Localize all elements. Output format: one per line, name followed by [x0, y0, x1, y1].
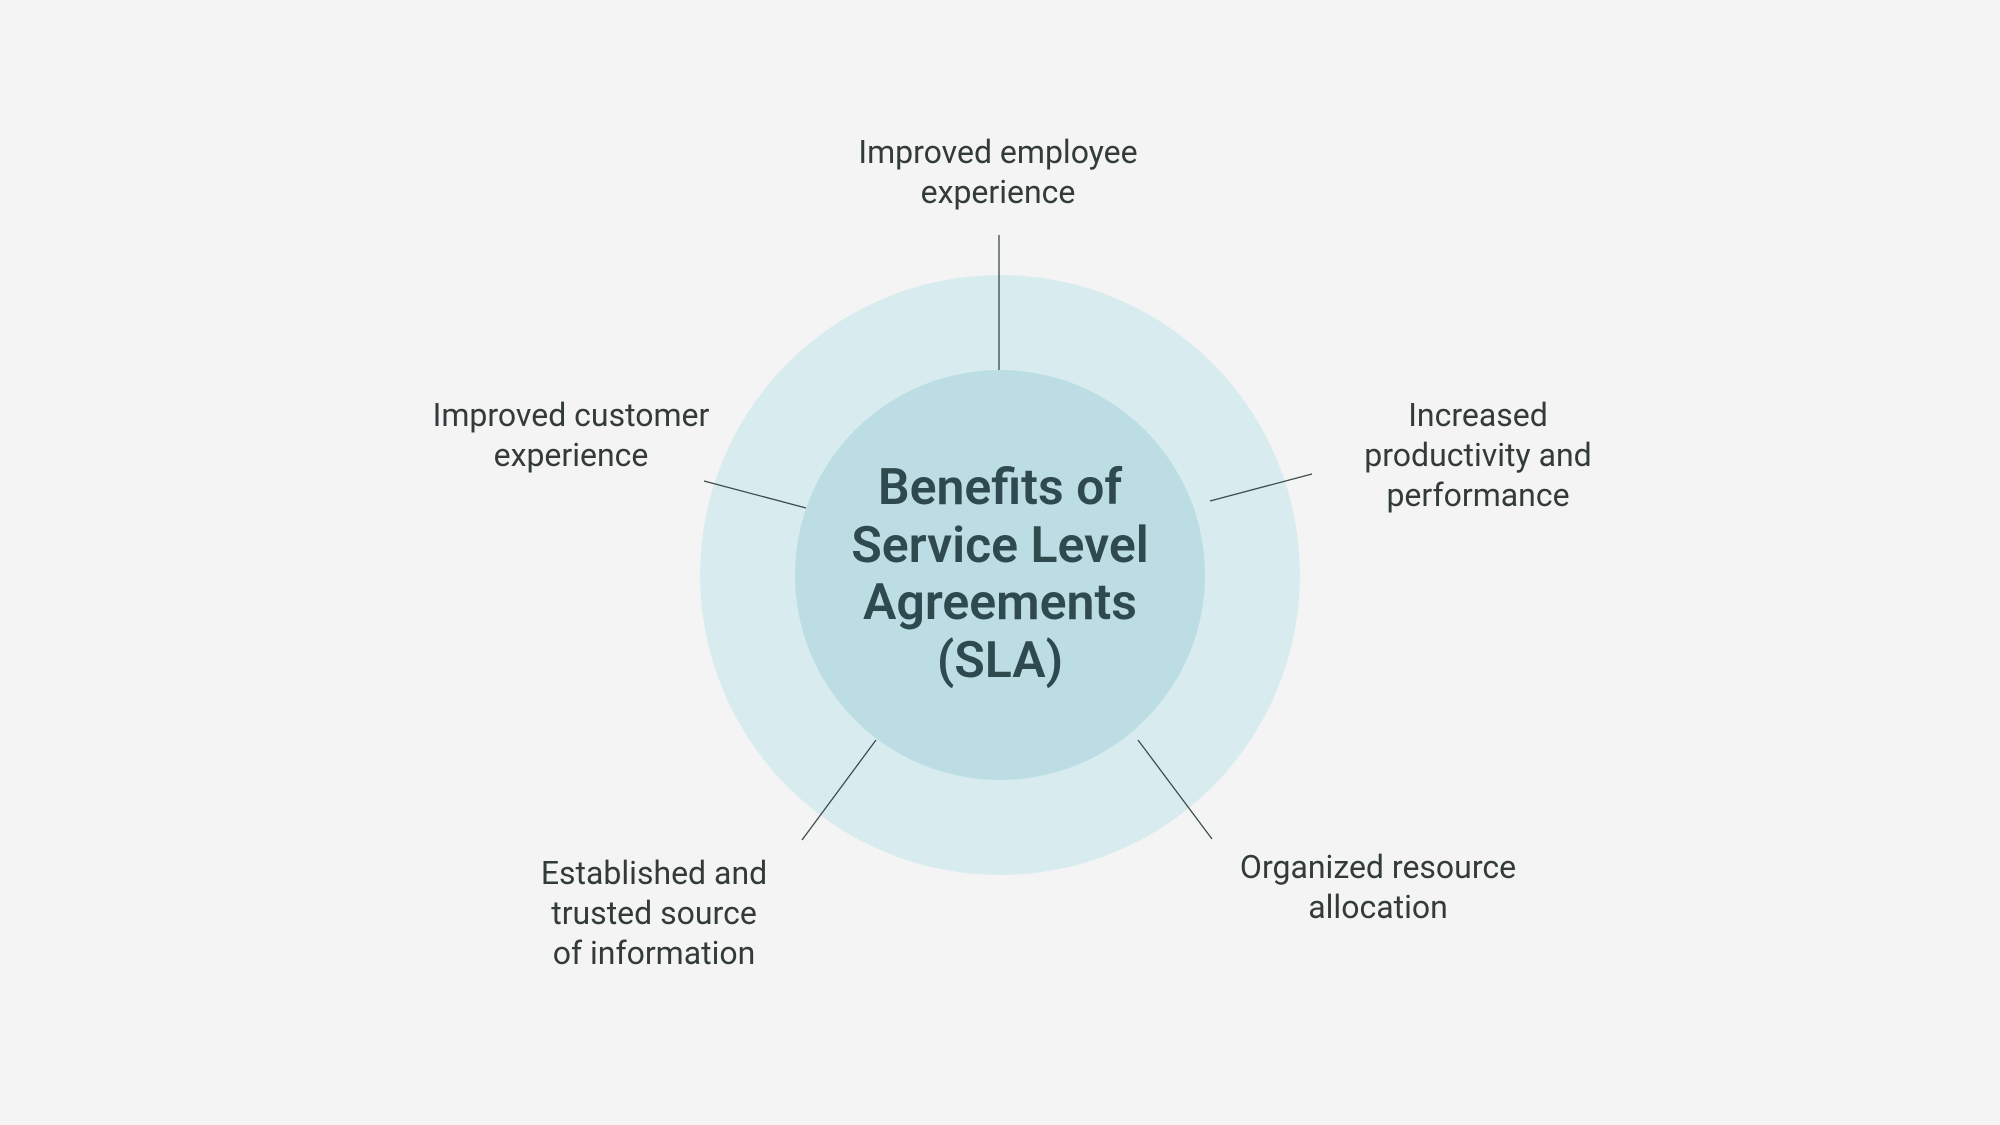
spoke-label-top: Improved employee experience: [738, 132, 1258, 212]
diagram-canvas: Benefits of Service Level Agreements (SL…: [0, 0, 2000, 1125]
center-title: Benefits of Service Level Agreements (SL…: [790, 460, 1210, 690]
spoke-label-lower-right: Organized resource allocation: [1118, 847, 1638, 927]
spoke-label-lower-left: Established and trusted source of inform…: [394, 853, 914, 973]
spoke-label-upper-left: Improved customer experience: [311, 395, 831, 475]
spoke-label-upper-right: Increased productivity and performance: [1218, 395, 1738, 515]
